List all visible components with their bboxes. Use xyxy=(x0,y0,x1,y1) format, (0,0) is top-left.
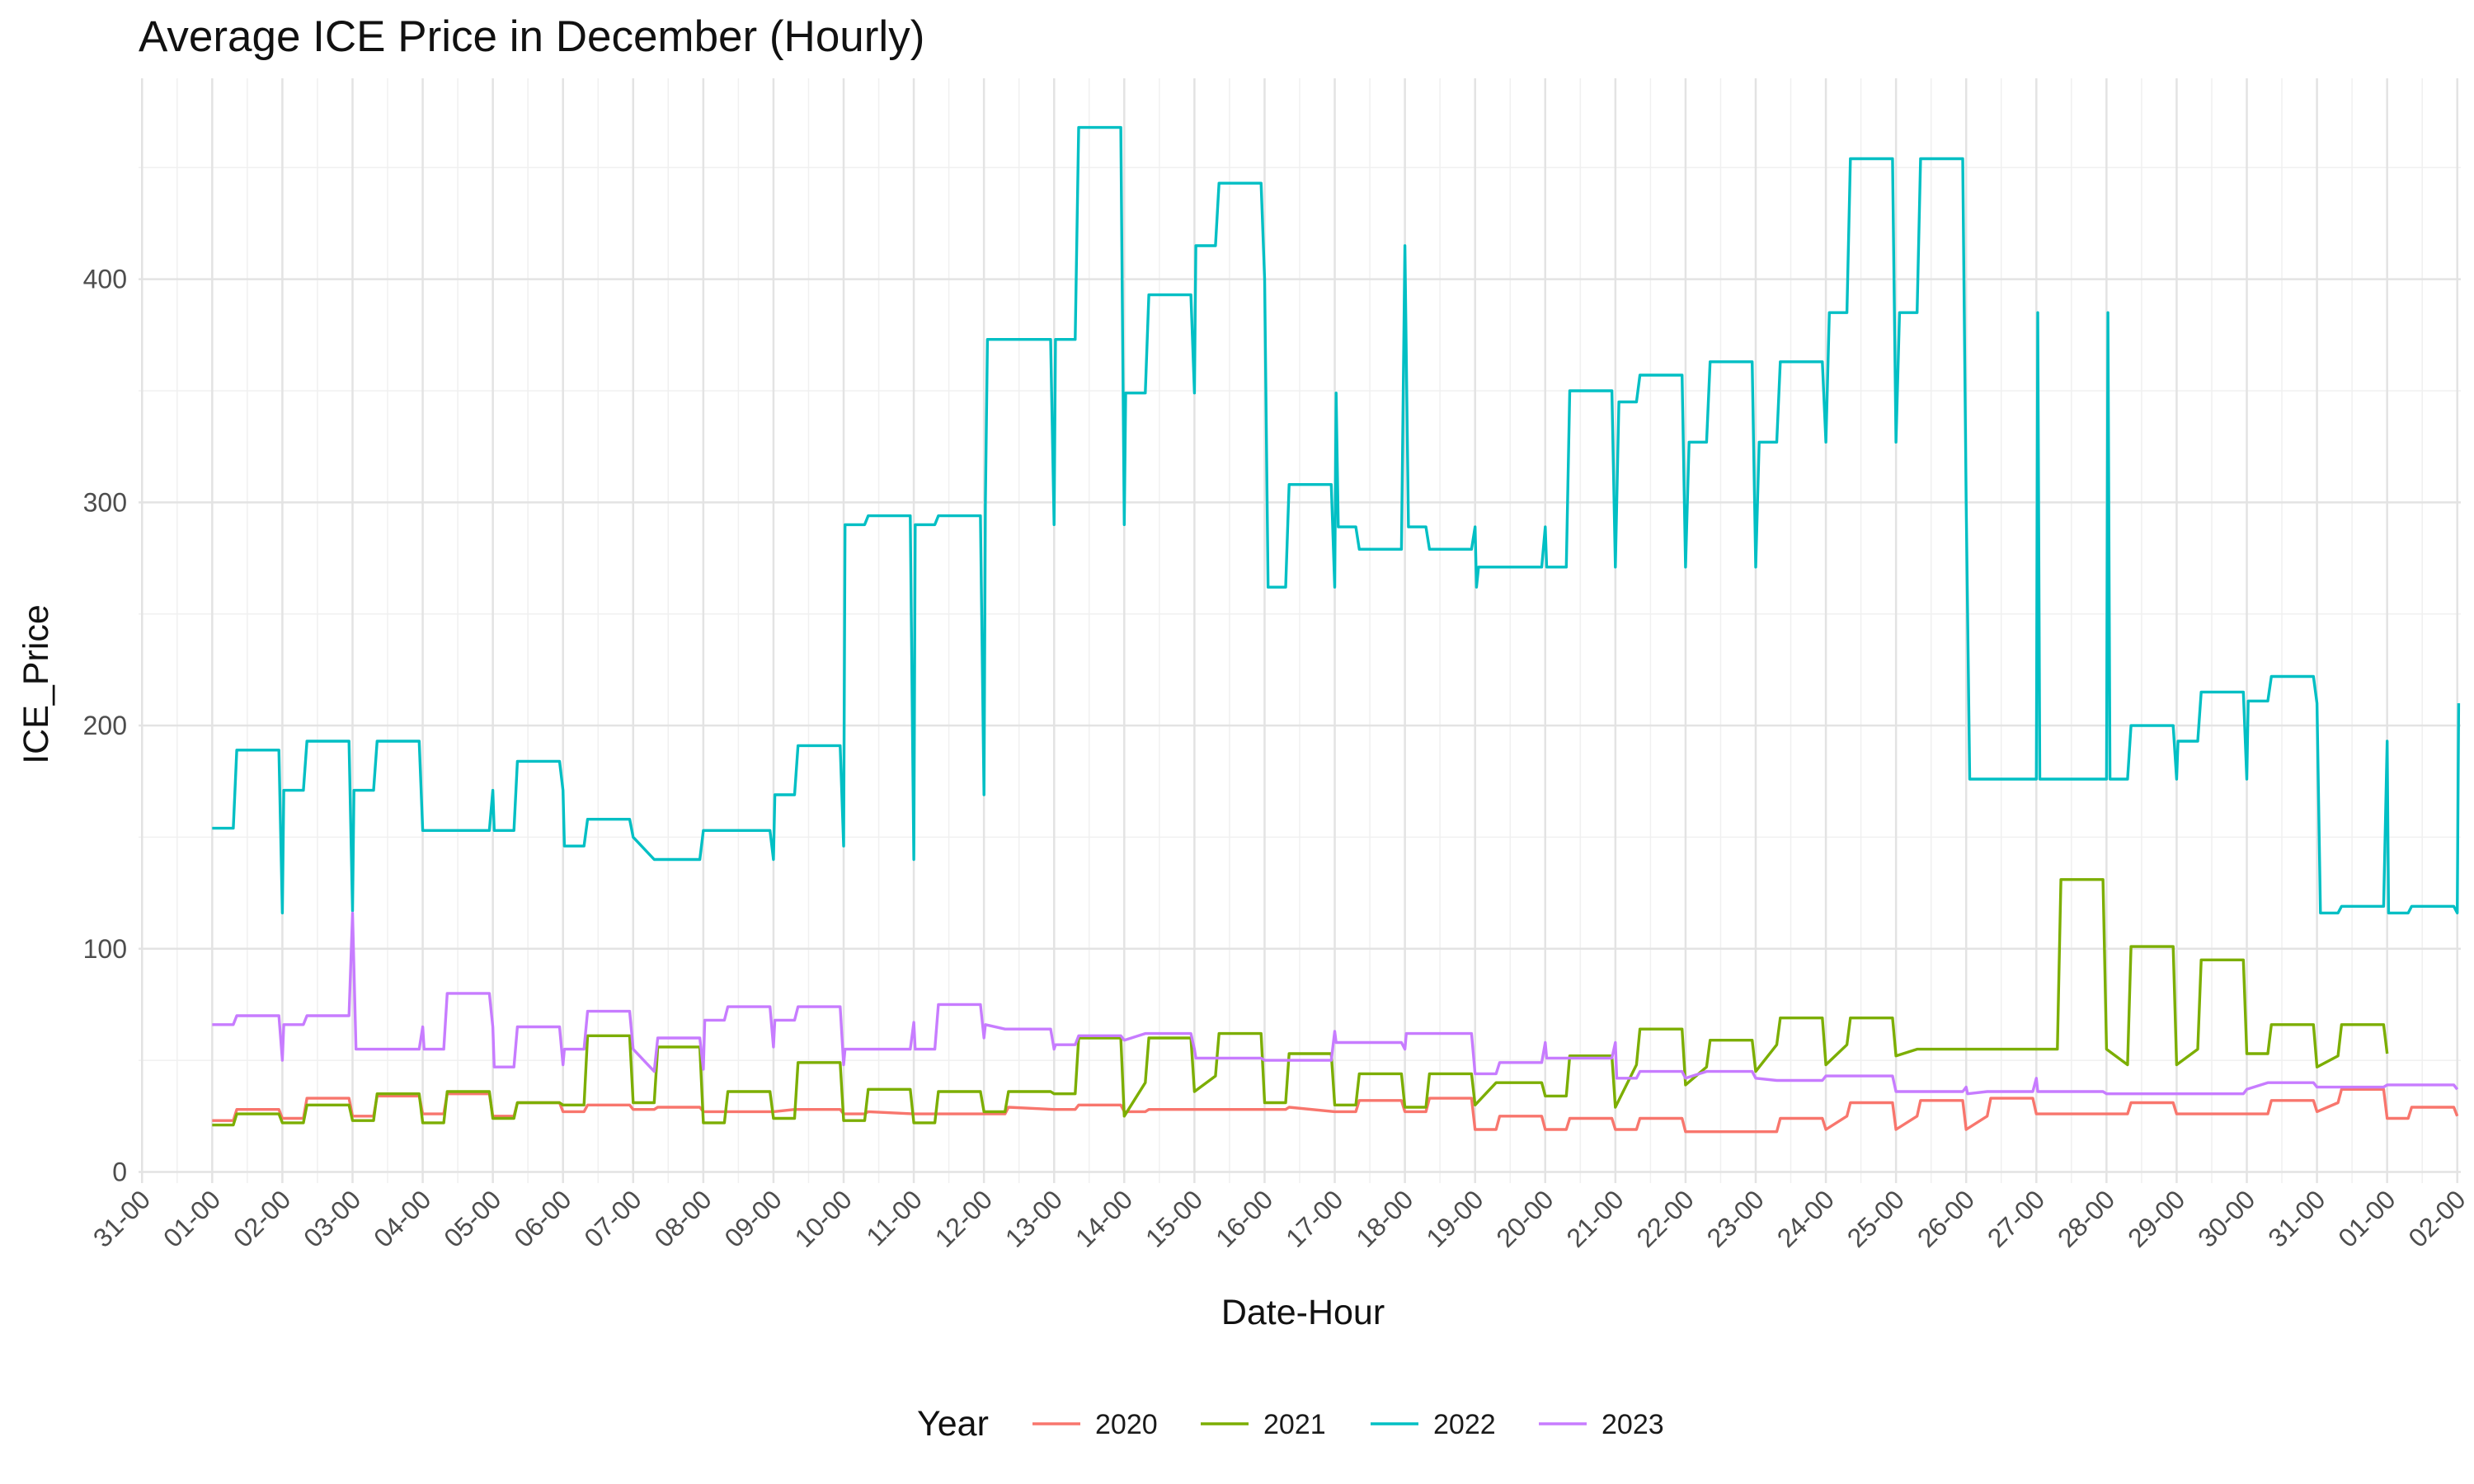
x-tick-label: 14-00 xyxy=(1070,1184,1138,1252)
x-tick-label: 31-00 xyxy=(2262,1184,2331,1252)
y-axis-title: ICE_Price xyxy=(16,604,56,764)
y-tick-label: 0 xyxy=(112,1157,127,1186)
x-tick-label: 23-00 xyxy=(1701,1184,1770,1252)
x-tick-label: 15-00 xyxy=(1140,1184,1208,1252)
series-line-2023 xyxy=(212,911,2459,1096)
x-tick-label: 29-00 xyxy=(2122,1184,2190,1252)
x-tick-label: 04-00 xyxy=(368,1184,436,1252)
x-axis-title: Date-Hour xyxy=(1221,1293,1385,1332)
x-tick-label: 08-00 xyxy=(648,1184,717,1252)
x-tick-label: 27-00 xyxy=(1982,1184,2050,1252)
series-line-2022 xyxy=(212,125,2461,915)
x-tick-label: 28-00 xyxy=(2052,1184,2120,1252)
x-tick-label: 26-00 xyxy=(1912,1184,1980,1252)
x-tick-label: 03-00 xyxy=(298,1184,366,1252)
x-tick-label: 02-00 xyxy=(228,1184,296,1252)
x-tick-label: 30-00 xyxy=(2192,1184,2260,1252)
x-tick-label: 02-00 xyxy=(2402,1184,2471,1252)
x-tick-label: 31-00 xyxy=(87,1184,156,1252)
x-tick-label: 06-00 xyxy=(508,1184,576,1252)
x-tick-label: 21-00 xyxy=(1560,1184,1629,1252)
x-tick-label: 07-00 xyxy=(578,1184,647,1252)
x-tick-label: 12-00 xyxy=(929,1184,998,1252)
x-tick-label: 09-00 xyxy=(719,1184,788,1252)
y-tick-label: 200 xyxy=(83,711,127,740)
x-tick-label: 01-00 xyxy=(2332,1184,2401,1252)
x-tick-label: 01-00 xyxy=(158,1184,226,1252)
x-tick-label: 05-00 xyxy=(438,1184,506,1252)
x-tick-label: 11-00 xyxy=(860,1184,928,1252)
legend: Year 2020 2021 2022 2023 xyxy=(917,1404,1664,1444)
x-tick-label: 24-00 xyxy=(1771,1184,1840,1252)
legend-title: Year xyxy=(917,1404,989,1444)
y-tick-label: 300 xyxy=(83,487,127,517)
x-tick-label: 13-00 xyxy=(999,1184,1068,1252)
x-tick-label: 19-00 xyxy=(1420,1184,1489,1252)
x-tick-label: 16-00 xyxy=(1210,1184,1278,1252)
x-tick-label: 25-00 xyxy=(1841,1184,1910,1252)
x-tick-label: 18-00 xyxy=(1350,1184,1418,1252)
series-line-2021 xyxy=(212,878,2389,1127)
y-tick-labels: 0 100 200 300 400 xyxy=(83,265,127,1187)
chart-title: Average ICE Price in December (Hourly) xyxy=(139,12,925,61)
x-tick-labels: 31-00 01-00 02-00 03-00 04-00 05-00 06-00 07-00… xyxy=(87,1184,2472,1252)
legend-label-2021: 2021 xyxy=(1263,1409,1326,1440)
y-tick-label: 100 xyxy=(83,934,127,964)
legend-label-2022: 2022 xyxy=(1433,1409,1496,1440)
legend-label-2023: 2023 xyxy=(1602,1409,1664,1440)
x-tick-label: 22-00 xyxy=(1631,1184,1700,1252)
x-tick-label: 17-00 xyxy=(1280,1184,1348,1252)
series-layer xyxy=(212,125,2461,1134)
y-tick-label: 400 xyxy=(83,265,127,294)
x-tick-label: 20-00 xyxy=(1490,1184,1559,1252)
legend-label-2020: 2020 xyxy=(1095,1409,1158,1440)
grid-layer xyxy=(139,78,2461,1183)
x-tick-label: 10-00 xyxy=(789,1184,858,1252)
